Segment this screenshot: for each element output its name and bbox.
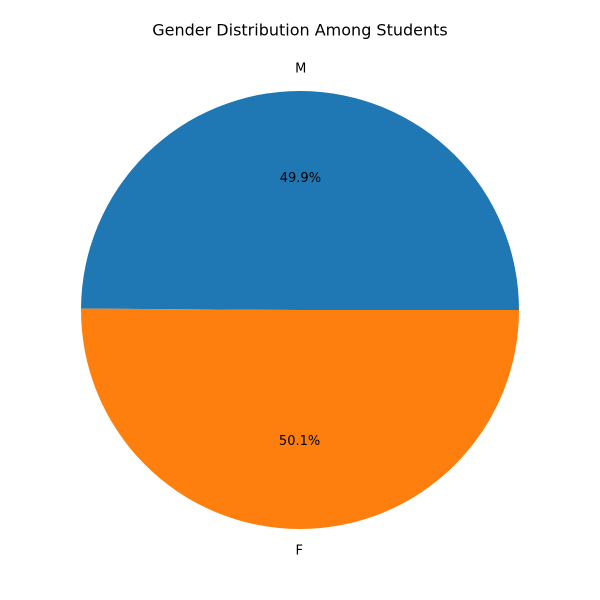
slice-label-m: M [295, 62, 306, 77]
pie-labels: M 49.9% F 50.1% [279, 62, 321, 559]
pie-slice-m [81, 91, 519, 310]
pct-label-m: 49.9% [280, 171, 321, 186]
slice-label-f: F [296, 543, 303, 558]
chart-title: Gender Distribution Among Students [152, 21, 448, 40]
pie-slices [81, 91, 519, 530]
pie-slice-f [81, 308, 519, 530]
pct-label-f: 50.1% [279, 434, 320, 449]
